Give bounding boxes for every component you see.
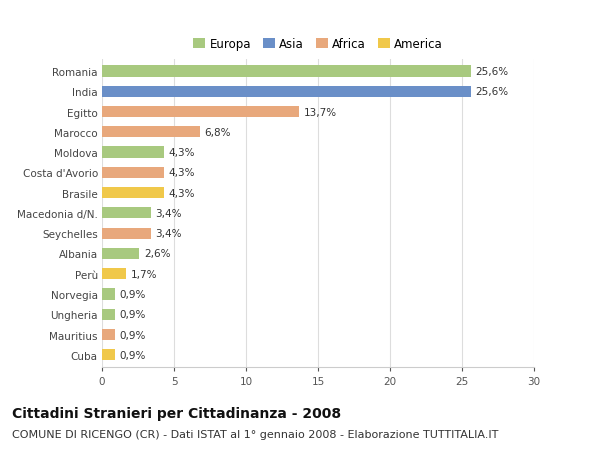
Text: 0,9%: 0,9%: [119, 330, 146, 340]
Bar: [102, 188, 164, 199]
Text: 3,4%: 3,4%: [155, 208, 182, 218]
Text: COMUNE DI RICENGO (CR) - Dati ISTAT al 1° gennaio 2008 - Elaborazione TUTTITALIA: COMUNE DI RICENGO (CR) - Dati ISTAT al 1…: [12, 429, 499, 439]
Text: 6,8%: 6,8%: [204, 128, 231, 138]
Text: 25,6%: 25,6%: [475, 87, 508, 97]
Text: 0,9%: 0,9%: [119, 310, 146, 319]
Text: 4,3%: 4,3%: [168, 148, 195, 158]
Text: 1,7%: 1,7%: [131, 269, 157, 279]
Bar: [102, 106, 299, 118]
Text: 25,6%: 25,6%: [475, 67, 508, 77]
Bar: [102, 86, 470, 98]
Bar: [102, 248, 139, 259]
Bar: [102, 208, 151, 219]
Text: 0,9%: 0,9%: [119, 289, 146, 299]
Text: Cittadini Stranieri per Cittadinanza - 2008: Cittadini Stranieri per Cittadinanza - 2…: [12, 406, 341, 420]
Text: 4,3%: 4,3%: [168, 168, 195, 178]
Bar: [102, 147, 164, 158]
Bar: [102, 228, 151, 239]
Text: 2,6%: 2,6%: [144, 249, 170, 259]
Text: 0,9%: 0,9%: [119, 350, 146, 360]
Legend: Europa, Asia, Africa, America: Europa, Asia, Africa, America: [193, 38, 443, 50]
Bar: [102, 66, 470, 78]
Bar: [102, 349, 115, 361]
Bar: [102, 329, 115, 341]
Bar: [102, 289, 115, 300]
Text: 13,7%: 13,7%: [304, 107, 337, 117]
Bar: [102, 269, 127, 280]
Bar: [102, 309, 115, 320]
Bar: [102, 168, 164, 179]
Text: 4,3%: 4,3%: [168, 188, 195, 198]
Text: 3,4%: 3,4%: [155, 229, 182, 239]
Bar: [102, 127, 200, 138]
